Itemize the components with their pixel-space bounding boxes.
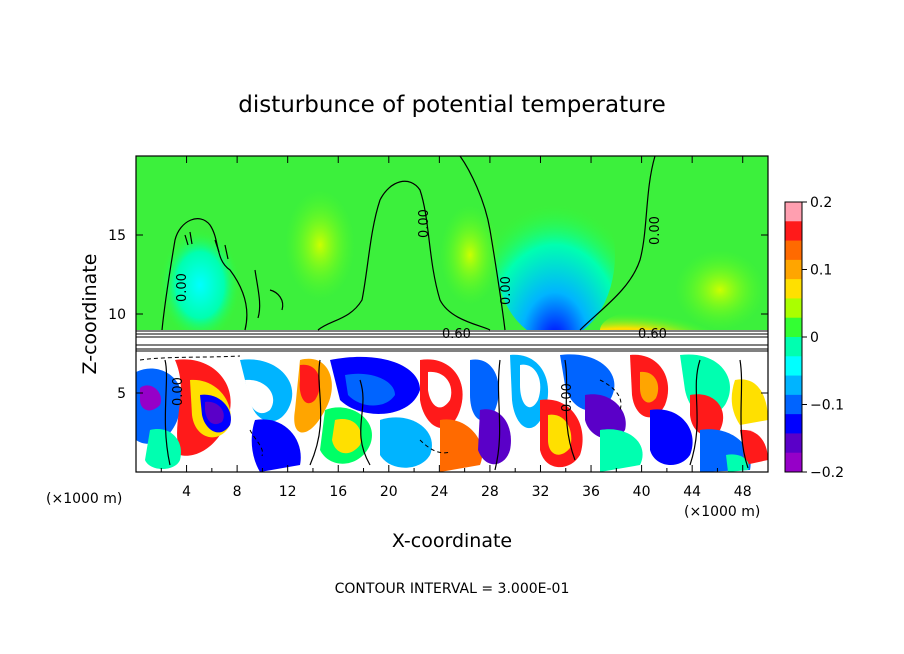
colorbar-tick-label: 0.2 [810,195,832,211]
colorbar-swatch [785,356,802,377]
colorbar-swatch [785,298,802,319]
y-axis: 5 10 15 [108,228,768,402]
tropopause-lines [136,330,768,352]
y-axis-label: Z-coordinate [79,254,101,375]
x-tick-label: 12 [279,484,297,500]
contour-label: 0.00 [171,377,186,406]
x-tick-label: 48 [734,484,752,500]
contour-label: 0.00 [560,383,575,412]
colorbar-swatch [785,259,802,280]
colorbar-tick-label: −0.2 [810,465,844,481]
colorbar-swatch [785,317,802,338]
x-tick-label: 8 [233,484,242,500]
colorbar-tick-label: −0.1 [810,398,844,414]
colorbar-swatch [785,240,802,261]
x-tick-label: 44 [683,484,701,500]
cyan-plume-left [160,230,240,340]
colorbar-swatch [785,337,802,357]
x-tick-label: 36 [582,484,600,500]
contour-label: 0.00 [499,276,514,305]
colorbar-swatch [785,452,802,473]
x-tick-label: 16 [329,484,347,500]
colorbar-swatch [785,433,802,454]
contour-label: 0.60 [638,327,667,342]
colorbar-swatch [785,202,802,222]
contour-lines [161,156,749,471]
y-tick-label: 10 [108,307,126,323]
colorbar-tick-label: 0 [810,330,819,346]
colorbar-swatch [785,375,802,396]
x-tick-label: 28 [481,484,499,500]
x-axis: 4 8 12 16 20 24 28 32 36 40 44 48 [160,156,752,500]
plot-area: 0.00 0.00 0.00 0.00 0.00 0.00 0.60 0.60 [136,156,768,472]
x-tick-label: 24 [430,484,448,500]
contour-label: 0.00 [417,209,432,238]
contour-lines-dashed [139,355,622,457]
yellow-blob-3 [675,250,765,330]
contour-interval-note: CONTOUR INTERVAL = 3.000E-01 [335,581,570,597]
yellow-blob-2 [440,205,500,305]
tropopause-band [136,330,768,352]
colorbar-swatch [785,414,802,434]
x-axis-label: X-coordinate [392,530,512,552]
colorbar-tick-label: 0.1 [810,263,832,279]
y-tick-label: 5 [117,386,126,402]
colorbar-swatch [785,221,802,242]
yellow-blob-1 [285,190,355,300]
chart-title: disturbunce of potential temperature [238,92,666,118]
x-tick-label: 32 [532,484,550,500]
y-tick-label: 15 [108,228,126,244]
x-tick-label: 40 [633,484,651,500]
colorbar-swatch [785,394,802,415]
contour-label: 0.60 [442,327,471,342]
colorbar-swatch [785,279,802,299]
x-tick-label: 4 [182,484,191,500]
x-unit-label-right: (×1000 m) [684,504,760,520]
cyan-plume-right [495,170,615,340]
x-unit-label-left: (×1000 m) [46,491,122,507]
x-tick-label: 20 [380,484,398,500]
contour-label: 0.00 [648,216,663,245]
contour-label: 0.00 [175,273,190,302]
colorbar: 0.2 0.1 0 −0.1 −0.2 [784,195,844,481]
contour-labels: 0.00 0.00 0.00 0.00 0.00 0.00 0.60 0.60 [171,209,667,412]
